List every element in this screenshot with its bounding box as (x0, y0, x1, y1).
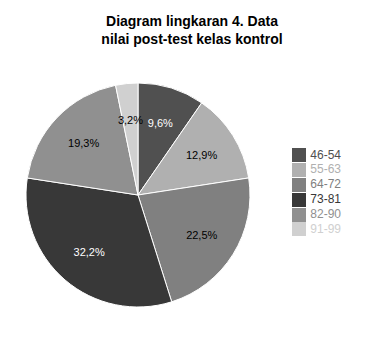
svg-text:32,2%: 32,2% (74, 246, 105, 258)
html-text:Diagram lingkaran 4. Data: Diagram lingkaran 4. Data (106, 13, 278, 29)
html-text:91-99: 91-99 (310, 221, 341, 236)
svg-text:22,5%: 22,5% (186, 229, 217, 241)
svg-text:12,9%: 12,9% (186, 149, 217, 161)
svg-text:19,3%: 19,3% (68, 137, 99, 149)
html-text:55-63: 55-63 (310, 162, 341, 177)
html-text:82-90: 82-90 (310, 206, 341, 221)
html-text:73-81: 73-81 (310, 192, 341, 206)
html-text:nilai post-test kelas kontrol: nilai post-test kelas kontrol (101, 31, 283, 47)
html-text:46-54: 46-54 (310, 147, 341, 162)
html-text:64-72: 64-72 (310, 177, 341, 192)
svg-text:3,2%: 3,2% (118, 114, 143, 126)
svg-text:9,6%: 9,6% (148, 117, 173, 129)
